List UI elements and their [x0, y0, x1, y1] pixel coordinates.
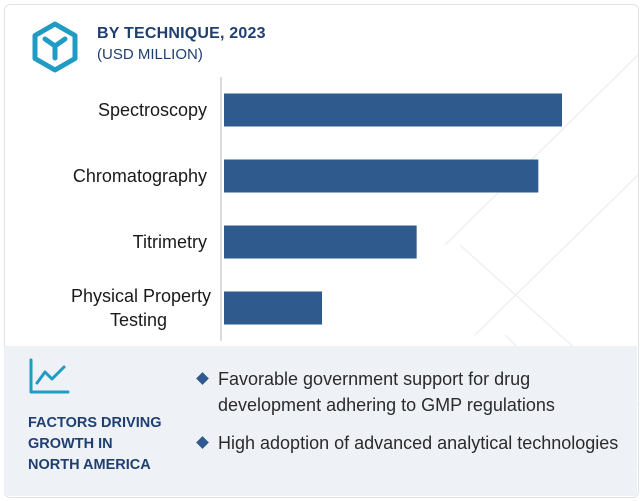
category-label: Titrimetry — [133, 232, 207, 252]
category-label-line: Physical Property — [71, 286, 211, 306]
chart-subtitle: (USD MILLION) — [97, 46, 203, 63]
factor-item: Favorable government support for drug de… — [196, 366, 626, 418]
factor-text: Favorable government support for drug de… — [218, 369, 555, 415]
bar-chart: Spectroscopy Chromatography Titrimetry Phys… — [71, 77, 562, 341]
bar-physical-property-testing — [224, 291, 323, 325]
category-label: Chromatography — [73, 166, 207, 186]
category-label-line: Testing — [110, 310, 167, 330]
factor-text: High adoption of advanced analytical tec… — [218, 433, 619, 453]
diamond-bullet-icon — [196, 372, 209, 385]
bar-chromatography — [224, 159, 539, 193]
bar-spectroscopy — [224, 93, 562, 127]
factors-title-line: GROWTH IN — [28, 436, 113, 452]
category-label: Spectroscopy — [98, 100, 207, 120]
hexagon-logo-icon — [32, 21, 78, 73]
factors-panel: FACTORS DRIVING GROWTH IN NORTH AMERICA … — [4, 346, 637, 496]
factor-item: High adoption of advanced analytical tec… — [196, 430, 626, 456]
category-label: Physical Property Testing — [71, 286, 211, 330]
factors-list: Favorable government support for drug de… — [196, 366, 626, 468]
chart-title: BY TECHNIQUE, 2023 — [97, 25, 266, 42]
factors-title-line: NORTH AMERICA — [28, 457, 151, 473]
bar-titrimetry — [224, 225, 417, 259]
factors-title: FACTORS DRIVING GROWTH IN NORTH AMERICA — [28, 413, 188, 476]
trend-line-icon — [29, 358, 70, 394]
factors-title-line: FACTORS DRIVING — [28, 415, 162, 431]
diamond-bullet-icon — [196, 436, 209, 449]
